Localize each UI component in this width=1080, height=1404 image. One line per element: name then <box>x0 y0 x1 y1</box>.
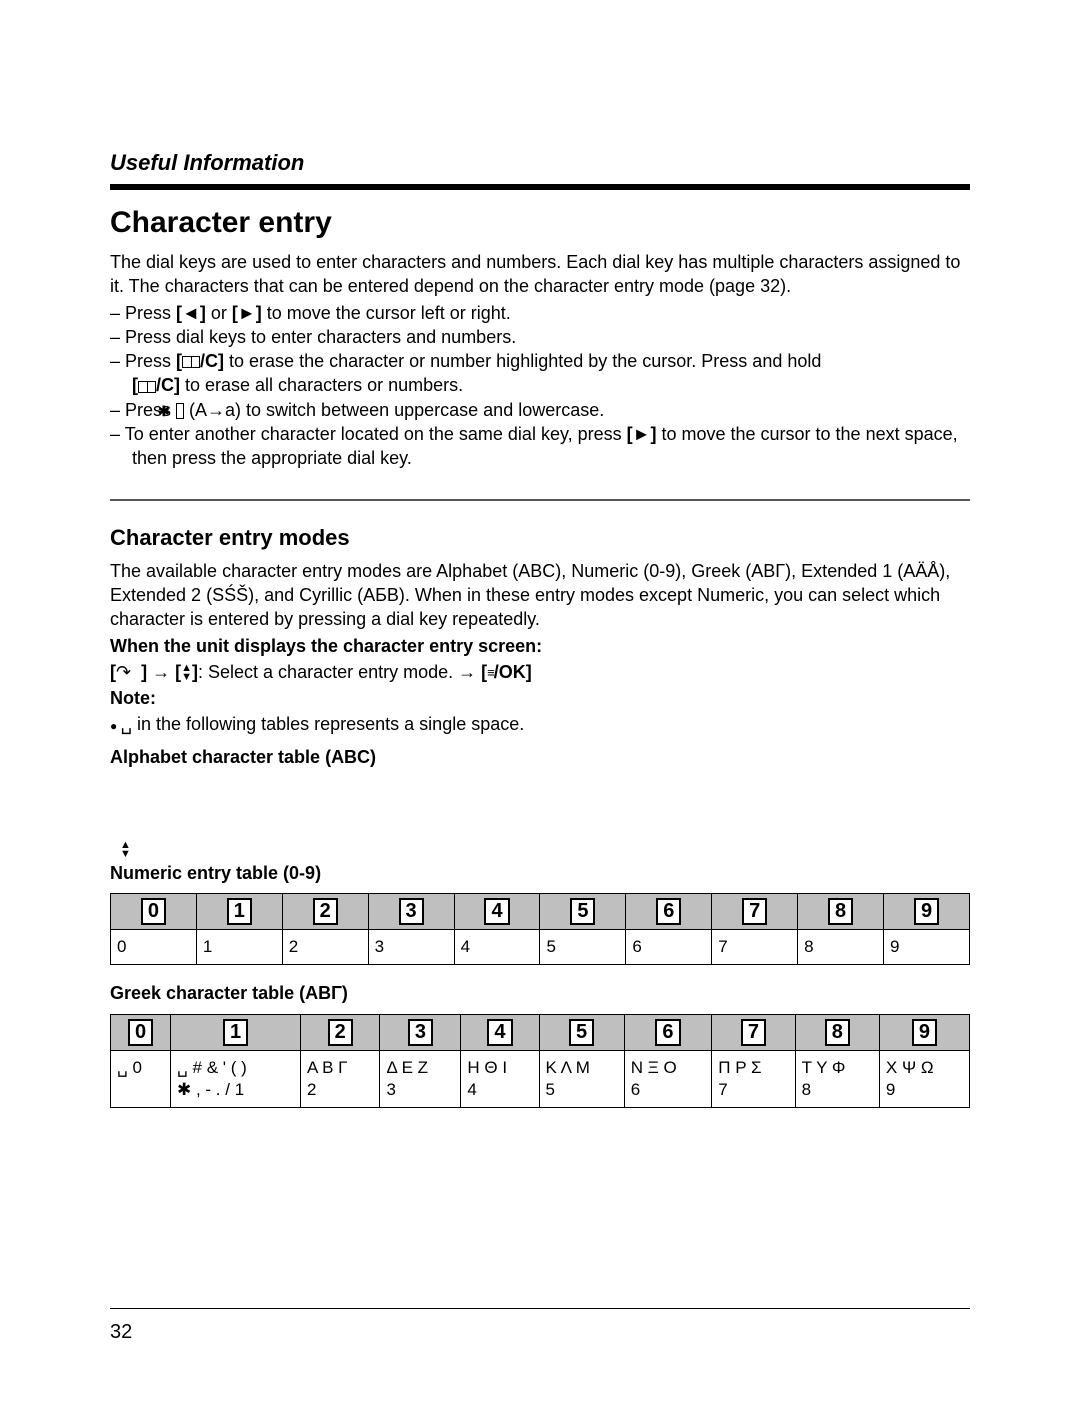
text: Press <box>125 303 176 323</box>
numeric-table-label: Numeric entry table (0-9) <box>110 861 970 885</box>
table-cell: Ν Ξ Ο6 <box>624 1050 712 1107</box>
table-header-cell: 2 <box>282 894 368 930</box>
table-header-cell: 4 <box>461 1014 539 1050</box>
clear-key: /C <box>156 375 174 395</box>
book-icon <box>182 356 200 368</box>
divider-thin <box>110 499 970 501</box>
table-header-cell: 7 <box>712 894 798 930</box>
updown-icon: ▲▼ <box>120 841 131 859</box>
table-header-cell: 2 <box>301 1014 380 1050</box>
menu-icon: ≡ <box>487 670 494 677</box>
table-header-cell: 8 <box>798 894 884 930</box>
table-header-cell: 1 <box>196 894 282 930</box>
table-cell: Τ Υ Φ8 <box>795 1050 879 1107</box>
text: Press <box>125 351 176 371</box>
table-cell: Α Β Γ2 <box>301 1050 380 1107</box>
table-cell: 9 <box>884 930 970 965</box>
instruction-item: Press ✱ (A→a) to switch between uppercas… <box>110 398 970 422</box>
table-header-cell: 5 <box>540 894 626 930</box>
table-cell: 1 <box>196 930 282 965</box>
table-cell: Δ Ε Ζ3 <box>380 1050 461 1107</box>
text: to erase all characters or numbers. <box>180 375 463 395</box>
page-title: Character entry <box>110 206 970 240</box>
intro-text: The dial keys are used to enter characte… <box>110 250 970 299</box>
ok-key: /OK <box>494 662 526 682</box>
text: or <box>206 303 232 323</box>
table-cell: 2 <box>282 930 368 965</box>
select-line: [↷ ] → [▲▼]: Select a character entry mo… <box>110 660 970 684</box>
table-row: ␣ 0␣ # & ' ( )✱ , - . / 1Α Β Γ2Δ Ε Ζ3Η Θ… <box>111 1050 970 1107</box>
table-cell: Π Ρ Σ7 <box>712 1050 795 1107</box>
section-header: Useful Information <box>110 150 970 176</box>
footer-divider <box>110 1308 970 1309</box>
table-row: 0123456789 <box>111 930 970 965</box>
table-cell: 7 <box>712 930 798 965</box>
table-cell: 0 <box>111 930 197 965</box>
instruction-list: Press [◄] or [►] to move the cursor left… <box>110 301 970 471</box>
table-cell: ␣ # & ' ( )✱ , - . / 1 <box>171 1050 301 1107</box>
right-arrow-icon: ► <box>238 303 256 323</box>
instruction-item: Press [/C] to erase the character or num… <box>110 349 970 398</box>
modes-intro: The available character entry modes are … <box>110 559 970 632</box>
table-header-cell: 7 <box>712 1014 795 1050</box>
text: (A→a) to switch between uppercase and lo… <box>184 400 604 420</box>
table-cell: 4 <box>454 930 540 965</box>
star-key-icon: ✱ <box>176 403 184 419</box>
text: to move the cursor left or right. <box>262 303 511 323</box>
greek-table-label: Greek character table (ΑΒΓ) <box>110 981 970 1005</box>
text: : Select a character entry mode. → <box>198 662 481 682</box>
table-header-cell: 3 <box>380 1014 461 1050</box>
table-header-cell: 6 <box>624 1014 712 1050</box>
note-label: Note: <box>110 686 970 710</box>
instruction-item: Press [◄] or [►] to move the cursor left… <box>110 301 970 325</box>
table-header-cell: 3 <box>368 894 454 930</box>
table-cell: ␣ 0 <box>111 1050 171 1107</box>
abc-table-placeholder: ▲▼ <box>110 771 970 861</box>
abc-table-label: Alphabet character table (ABC) <box>110 745 970 769</box>
instruction-item: Press dial keys to enter characters and … <box>110 325 970 349</box>
left-arrow-icon: ◄ <box>182 303 200 323</box>
updown-icon: ▲▼ <box>181 664 192 682</box>
table-cell: Κ Λ Μ5 <box>539 1050 624 1107</box>
clear-key: /C <box>200 351 218 371</box>
table-cell: Χ Ψ Ω9 <box>879 1050 969 1107</box>
table-cell: 8 <box>798 930 884 965</box>
table-header-row: 0123456789 <box>111 1014 970 1050</box>
page-number: 32 <box>110 1321 132 1344</box>
note-item: ␣ in the following tables represents a s… <box>110 712 970 736</box>
table-header-cell: 6 <box>626 894 712 930</box>
table-header-row: 0123456789 <box>111 894 970 930</box>
table-cell: 6 <box>626 930 712 965</box>
text: To enter another character located on th… <box>125 424 627 444</box>
table-header-cell: 0 <box>111 1014 171 1050</box>
table-cell: 3 <box>368 930 454 965</box>
table-header-cell: 8 <box>795 1014 879 1050</box>
table-header-cell: 5 <box>539 1014 624 1050</box>
numeric-table: 0123456789 0123456789 <box>110 893 970 965</box>
when-label: When the unit displays the character ent… <box>110 634 970 658</box>
greek-table: 0123456789 ␣ 0␣ # & ' ( )✱ , - . / 1Α Β … <box>110 1014 970 1108</box>
note-list: ␣ in the following tables represents a s… <box>110 712 970 736</box>
table-header-cell: 4 <box>454 894 540 930</box>
table-header-cell: 0 <box>111 894 197 930</box>
table-header-cell: 9 <box>879 1014 969 1050</box>
instruction-item: To enter another character located on th… <box>110 422 970 471</box>
divider-thick <box>110 184 970 190</box>
book-icon <box>138 381 156 393</box>
handset-icon: ↷ <box>116 662 131 682</box>
right-arrow-icon: ► <box>633 424 651 444</box>
text: to erase the character or number highlig… <box>224 351 821 371</box>
table-cell: Η Θ Ι4 <box>461 1050 539 1107</box>
modes-heading: Character entry modes <box>110 525 970 551</box>
table-cell: 5 <box>540 930 626 965</box>
table-header-cell: 1 <box>171 1014 301 1050</box>
table-header-cell: 9 <box>884 894 970 930</box>
